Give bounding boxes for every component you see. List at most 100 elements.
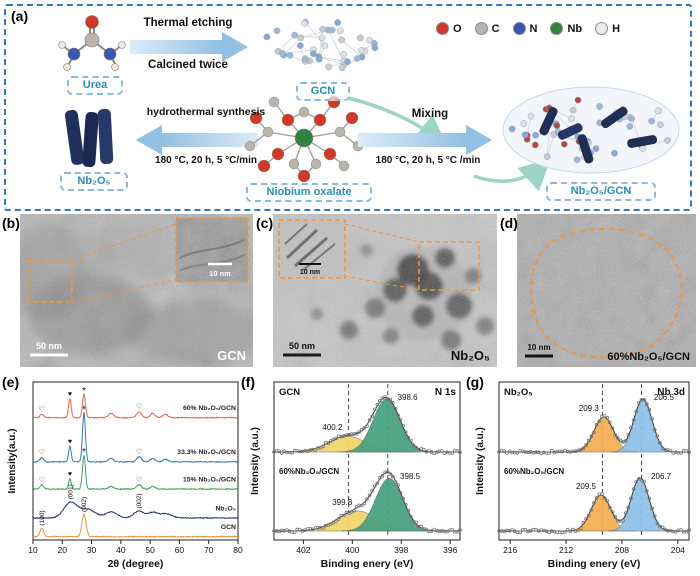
xps-data-point <box>352 509 356 513</box>
xps-xtick: 216 <box>503 545 517 555</box>
xrd-series-2 <box>32 455 239 491</box>
xps-data-point <box>650 506 654 511</box>
xps-data-point <box>409 438 413 443</box>
xps-data-point <box>658 441 662 445</box>
step3-title: Mixing <box>411 108 449 120</box>
xps-panel-name: Nb₂O₅ <box>504 387 533 398</box>
xrd-marker: ♥ <box>68 471 72 478</box>
panel-label-e: (e) <box>2 374 20 390</box>
xrd-marker: ♥ <box>68 439 72 446</box>
xrd-xtick: 50 <box>145 545 155 555</box>
xrd-marker: ♡ <box>136 403 142 411</box>
tem-c-sample: Nb₂O₅ <box>451 348 490 363</box>
tem-c-inset-scale: 10 nm <box>300 269 320 276</box>
tem-image-composite: 10 nm 60%Nb₂O₅/GCN <box>517 214 696 367</box>
panel-a-scheme: (a) Thermal etching Calcined twice Urea … <box>4 4 692 211</box>
xps-data-point <box>321 526 325 530</box>
xps-panel-name: 60%Nb₂O₅/GCN <box>279 467 339 476</box>
panel-label-c: (c) <box>256 215 274 231</box>
panel-label-a: (a) <box>11 8 29 24</box>
xps-data-point <box>505 451 509 455</box>
legend-item-n: N <box>512 22 537 35</box>
xrd-plane-label: (002) <box>136 493 143 508</box>
xps-data-point <box>615 435 620 440</box>
xrd-marker: * <box>82 386 86 397</box>
xps-data-point <box>586 513 591 518</box>
xps-data-point <box>626 432 631 437</box>
xps-data-point <box>373 407 377 412</box>
xrd-xtick: 70 <box>204 545 214 555</box>
xps-data-point <box>310 527 315 532</box>
xps-data-point <box>450 528 455 532</box>
xrd-marker: ♡ <box>136 476 142 484</box>
step2-title: hydrothermal synthesis <box>146 106 266 118</box>
xps-data-point <box>576 528 580 532</box>
xps-data-point <box>375 402 380 407</box>
xps-data-point <box>401 496 406 501</box>
xrd-xtick: 40 <box>116 545 126 555</box>
xps-data-point <box>579 526 583 531</box>
xps-data-point <box>393 406 398 411</box>
xps-peak-label: 206.7 <box>651 472 672 481</box>
xps-data-point <box>655 434 660 438</box>
xps-data-point <box>605 498 610 503</box>
xps-data-point <box>668 448 673 453</box>
roi-outline-d <box>530 227 683 359</box>
xps-data-point <box>458 450 462 454</box>
xps-data-point <box>391 474 395 479</box>
atom-nb-dot <box>550 22 564 35</box>
xps-data-point <box>602 496 607 500</box>
xps-data-point <box>687 450 691 454</box>
xps-data-point <box>406 435 411 440</box>
xps-peak-label: 400.2 <box>322 423 343 432</box>
oxalate-atoms <box>244 95 364 183</box>
xps-peak-label: 209.3 <box>579 404 600 413</box>
xps-data-point <box>639 478 644 482</box>
xps-region-label: N 1s <box>435 387 457 398</box>
xps-data-point <box>594 496 599 500</box>
scheme-art <box>58 15 680 192</box>
xps-data-point <box>414 520 418 525</box>
legend-label-h: H <box>612 22 621 35</box>
xrd-marker: ♡ <box>39 449 45 457</box>
roi-box-b <box>27 223 177 303</box>
xps-data-point <box>383 395 387 399</box>
xps-data-point <box>396 483 400 487</box>
xps-xlabel: Binding enery (eV) <box>321 558 414 570</box>
oxalate-label: Niobium oxalate <box>246 183 372 202</box>
xps-data-point <box>445 529 449 534</box>
xps-data-point <box>393 480 398 484</box>
xps-data-point <box>272 450 276 454</box>
xps-data-point <box>411 443 416 447</box>
xrd-xtick: 30 <box>87 545 97 555</box>
xps-data-point <box>631 487 636 491</box>
xps-data-point <box>592 430 596 435</box>
tem-image-gcn: 10 nm 50 nm GCN <box>20 214 253 367</box>
step1-subtitle: Calcined twice <box>148 59 228 71</box>
xps-data-point <box>645 402 649 407</box>
to-composite-arrow <box>473 158 552 192</box>
composite-rods <box>539 106 658 164</box>
xps-data-point <box>647 407 652 412</box>
atom-legend: O C N Nb H <box>436 22 620 35</box>
xps-data-point <box>406 508 411 513</box>
xrd-marker: ♡ <box>39 405 45 413</box>
xps-xtick: 398 <box>394 545 408 555</box>
xps-data-point <box>334 436 338 441</box>
xps-data-point <box>385 470 390 474</box>
xrd-series-4 <box>32 392 239 419</box>
xps-data-point <box>563 530 567 534</box>
xrd-chart: 10 20 30 40 50 60 70 80 2θ (degree) Intensity(a.u… <box>7 381 243 570</box>
xps-data-point <box>584 516 588 521</box>
xps-data-point <box>455 449 460 453</box>
xps-data-point <box>518 530 522 535</box>
xps-data-point <box>414 445 418 450</box>
panel-label-b: (b) <box>2 215 20 231</box>
n1s-chart: GCN 400.2 398.6 60%Nb₂O₅/GCN 399.8 398.5 N 1s 4… <box>250 381 462 570</box>
xps-data-point <box>623 439 628 443</box>
xps-data-point <box>652 514 657 518</box>
xps-data-point <box>497 450 501 454</box>
xps-data-point <box>419 524 424 529</box>
xps-data-point <box>362 425 367 430</box>
